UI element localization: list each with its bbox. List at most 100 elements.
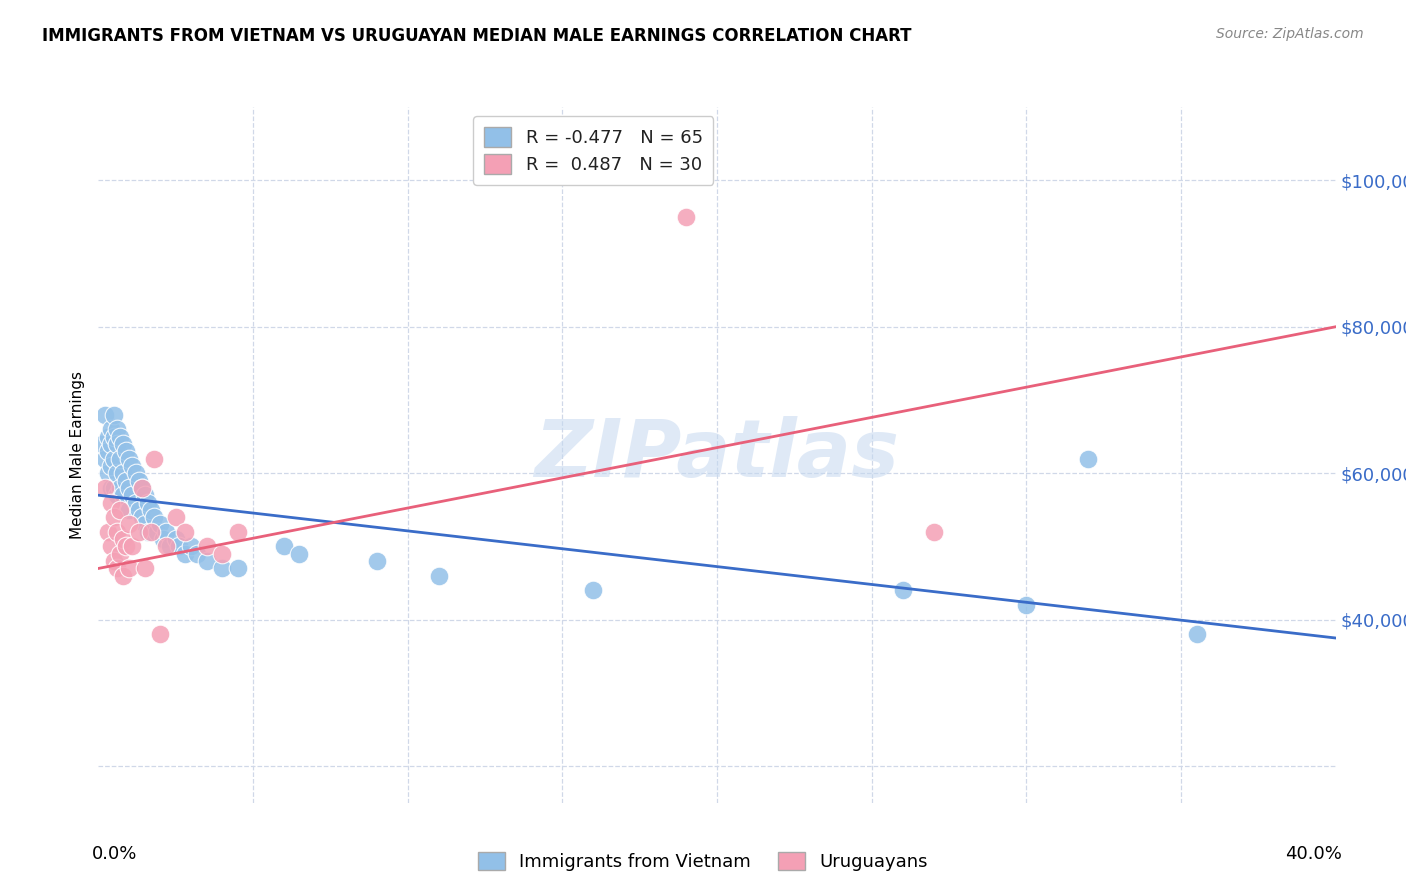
Point (115, 444, 138, 458)
Point (124, 467, 146, 481)
Point (112, 488, 135, 502)
Point (108, 547, 131, 561)
Point (115, 540, 138, 554)
Point (112, 532, 135, 546)
Point (174, 547, 197, 561)
Point (131, 481, 153, 495)
Point (108, 503, 131, 517)
Point (97, 467, 120, 481)
Point (105, 524, 128, 539)
Point (112, 437, 135, 451)
Point (143, 451, 166, 466)
Point (195, 540, 218, 554)
Text: Source: ZipAtlas.com: Source: ZipAtlas.com (1216, 27, 1364, 41)
Point (118, 451, 141, 466)
Point (149, 517, 172, 532)
Point (100, 481, 122, 495)
Point (100, 437, 122, 451)
Point (174, 524, 197, 539)
Point (100, 458, 122, 473)
Point (93, 481, 115, 495)
Point (165, 510, 187, 524)
Point (105, 467, 128, 481)
Point (108, 429, 131, 443)
Point (366, 554, 388, 568)
Point (128, 503, 150, 517)
Point (139, 524, 162, 539)
Point (1077, 451, 1099, 466)
Point (112, 467, 135, 481)
Point (128, 474, 150, 488)
Point (195, 554, 218, 568)
Point (273, 540, 295, 554)
Point (139, 503, 162, 517)
Point (118, 561, 141, 575)
Point (103, 481, 125, 495)
Point (226, 524, 249, 539)
Point (134, 517, 156, 532)
Point (103, 408, 125, 422)
Point (143, 510, 166, 524)
Point (97, 524, 120, 539)
Point (226, 561, 249, 575)
Point (105, 561, 128, 575)
Point (131, 481, 153, 495)
Point (159, 540, 181, 554)
Point (121, 458, 143, 473)
Point (891, 583, 914, 598)
Point (582, 583, 605, 598)
Point (118, 481, 141, 495)
Point (136, 495, 159, 509)
Point (100, 422, 122, 436)
Point (93, 451, 115, 466)
Point (186, 547, 208, 561)
Point (115, 474, 138, 488)
Point (105, 437, 128, 451)
Legend: Immigrants from Vietnam, Uruguayans: Immigrants from Vietnam, Uruguayans (471, 845, 935, 879)
Point (103, 554, 125, 568)
Point (103, 429, 125, 443)
Y-axis label: Median Male Earnings: Median Male Earnings (70, 371, 86, 539)
Point (152, 532, 174, 546)
Point (97, 444, 120, 458)
Point (118, 517, 141, 532)
Legend: R = -0.477   N = 65, R =  0.487   N = 30: R = -0.477 N = 65, R = 0.487 N = 30 (474, 116, 713, 185)
Point (103, 510, 125, 524)
Point (211, 547, 233, 561)
Point (211, 561, 233, 575)
Point (180, 540, 202, 554)
Point (134, 488, 156, 502)
Point (90, 437, 112, 451)
Point (124, 495, 146, 509)
Point (112, 568, 135, 582)
Point (103, 451, 125, 466)
Point (105, 488, 128, 502)
Point (155, 540, 177, 554)
Point (1015, 598, 1038, 612)
Text: 0.0%: 0.0% (93, 845, 138, 863)
Point (128, 524, 150, 539)
Point (108, 451, 131, 466)
Point (167, 540, 190, 554)
Point (97, 429, 120, 443)
Point (105, 422, 128, 436)
Point (121, 488, 143, 502)
Text: 40.0%: 40.0% (1285, 845, 1341, 863)
Point (146, 524, 169, 539)
Point (131, 510, 153, 524)
Point (121, 540, 143, 554)
Point (100, 540, 122, 554)
Point (149, 627, 172, 641)
Point (134, 561, 156, 575)
Point (100, 495, 122, 509)
Point (1185, 627, 1208, 641)
Point (165, 532, 187, 546)
Text: IMMIGRANTS FROM VIETNAM VS URUGUAYAN MEDIAN MALE EARNINGS CORRELATION CHART: IMMIGRANTS FROM VIETNAM VS URUGUAYAN MED… (42, 27, 911, 45)
Point (922, 524, 945, 539)
Point (675, 210, 697, 224)
Point (93, 408, 115, 422)
Point (118, 503, 141, 517)
Point (427, 568, 450, 582)
Text: ZIPatlas: ZIPatlas (534, 416, 900, 494)
Point (288, 547, 311, 561)
